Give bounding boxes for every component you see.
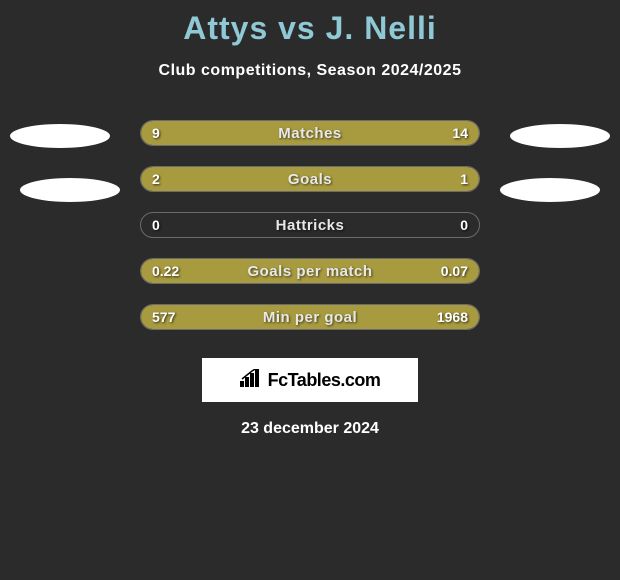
stat-row-goals: 2 Goals 1 bbox=[0, 156, 620, 202]
stat-label: Goals bbox=[288, 171, 332, 188]
stat-row-mpg: 577 Min per goal 1968 bbox=[0, 294, 620, 340]
stat-label: Min per goal bbox=[263, 309, 357, 326]
value-left: 0.22 bbox=[152, 263, 179, 279]
value-left: 2 bbox=[152, 171, 160, 187]
stat-row-gpm: 0.22 Goals per match 0.07 bbox=[0, 248, 620, 294]
page-title: Attys vs J. Nelli bbox=[0, 0, 620, 47]
value-right: 0 bbox=[460, 217, 468, 233]
brand-text: FcTables.com bbox=[268, 370, 381, 391]
comparison-container: Attys vs J. Nelli Club competitions, Sea… bbox=[0, 0, 620, 438]
value-left: 0 bbox=[152, 217, 160, 233]
value-left: 577 bbox=[152, 309, 175, 325]
value-right: 14 bbox=[452, 125, 468, 141]
comparison-chart: 9 Matches 14 2 Goals 1 0 Hattricks 0 bbox=[0, 110, 620, 340]
stat-label: Hattricks bbox=[276, 217, 345, 234]
value-right: 1 bbox=[460, 171, 468, 187]
chart-icon bbox=[240, 369, 262, 392]
value-right: 0.07 bbox=[441, 263, 468, 279]
stat-label: Goals per match bbox=[247, 263, 372, 280]
stat-row-matches: 9 Matches 14 bbox=[0, 110, 620, 156]
bar-left bbox=[141, 167, 378, 191]
value-right: 1968 bbox=[437, 309, 468, 325]
stat-label: Matches bbox=[278, 125, 342, 142]
brand-logo[interactable]: FcTables.com bbox=[202, 358, 418, 402]
stat-row-hattricks: 0 Hattricks 0 bbox=[0, 202, 620, 248]
page-subtitle: Club competitions, Season 2024/2025 bbox=[0, 62, 620, 80]
date-label: 23 december 2024 bbox=[0, 420, 620, 438]
value-left: 9 bbox=[152, 125, 160, 141]
